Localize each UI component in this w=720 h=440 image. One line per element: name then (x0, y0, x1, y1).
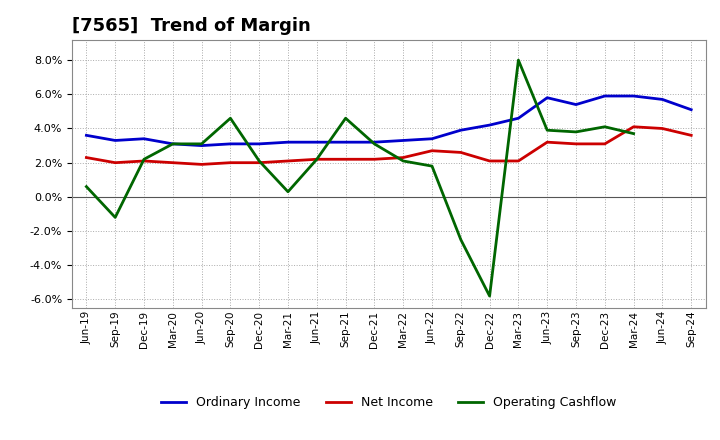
Text: [7565]  Trend of Margin: [7565] Trend of Margin (72, 17, 311, 35)
Legend: Ordinary Income, Net Income, Operating Cashflow: Ordinary Income, Net Income, Operating C… (156, 392, 621, 414)
